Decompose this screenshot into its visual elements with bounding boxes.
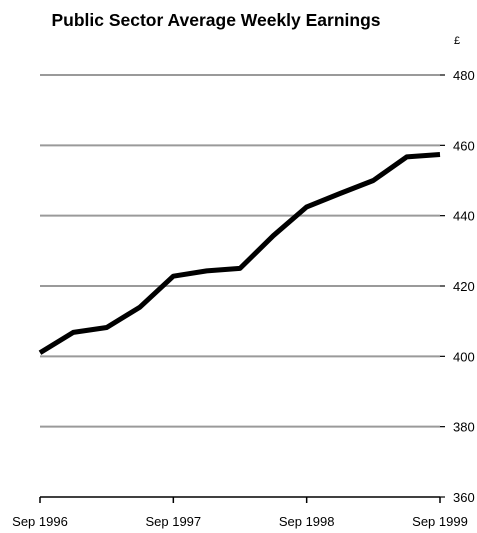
x-tick-label: Sep 1999 [412, 514, 468, 529]
y-tick-label: 480 [453, 68, 475, 83]
x-tick-label: Sep 1998 [279, 514, 335, 529]
y-tick-label: 420 [453, 279, 475, 294]
y-tick-label: 380 [453, 420, 475, 435]
chart-title: Public Sector Average Weekly Earnings [51, 10, 380, 30]
x-tick-label: Sep 1997 [145, 514, 201, 529]
y-axis-unit-label: £ [454, 35, 460, 47]
x-axis: Sep 1996 Sep 1997 Sep 1998 Sep 1999 [12, 496, 468, 529]
y-tick-label: 440 [453, 209, 475, 224]
series-layer [38, 152, 441, 355]
y-tick-label: 400 [453, 349, 475, 364]
earnings-series-line [38, 152, 441, 355]
y-axis-tick-labels: 360 380 400 420 440 460 480 [440, 68, 475, 505]
x-tick-label: Sep 1996 [12, 514, 68, 529]
gridlines [40, 74, 440, 428]
y-tick-label: 360 [453, 490, 475, 505]
y-tick-label: 460 [453, 138, 475, 153]
